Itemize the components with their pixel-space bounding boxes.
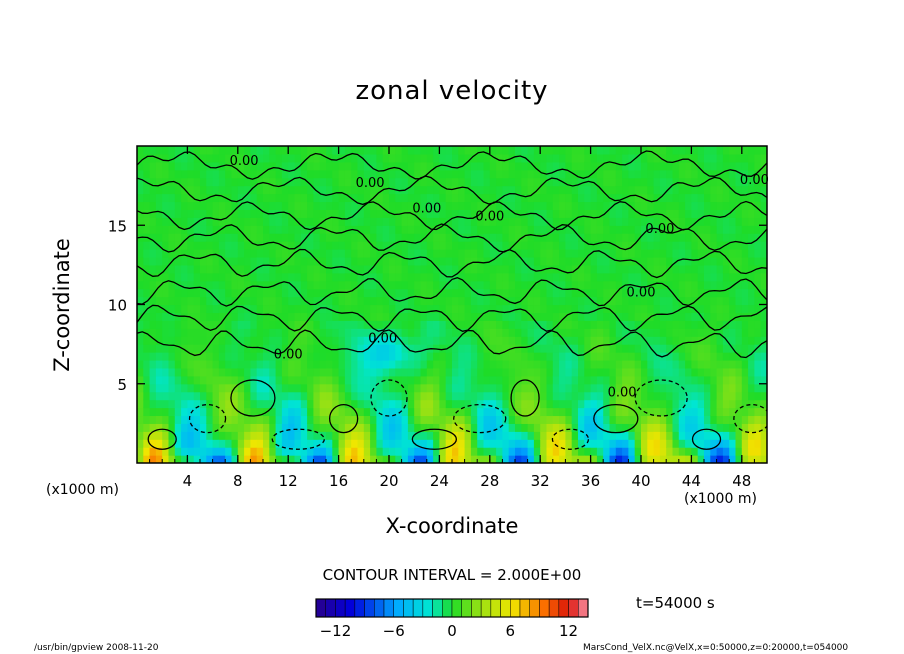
contour-label: 0.00 bbox=[475, 209, 504, 224]
colorbar-cell bbox=[412, 598, 424, 618]
contour-line bbox=[137, 150, 767, 180]
chart-title: zonal velocity bbox=[355, 76, 549, 106]
colorbar-cell bbox=[344, 598, 356, 618]
colorbar-cell bbox=[442, 598, 453, 618]
x-tick-label: 12 bbox=[279, 472, 298, 490]
contour-line bbox=[137, 304, 767, 332]
x-tick-label: 48 bbox=[732, 472, 751, 490]
contour-line bbox=[593, 403, 639, 434]
x-tick-label: 16 bbox=[329, 472, 348, 490]
colorbar-cell bbox=[548, 598, 560, 618]
contour-label: 0.00 bbox=[368, 332, 397, 347]
contour-line bbox=[137, 175, 767, 206]
contour-label: 0.00 bbox=[230, 154, 259, 169]
time-label: t=54000 s bbox=[636, 594, 715, 612]
colorbar-tick-label: 12 bbox=[559, 622, 578, 640]
colorbar-cell bbox=[364, 598, 375, 618]
colorbar: −12 −6 0 6 12 bbox=[315, 598, 589, 640]
colorbar-cell bbox=[480, 598, 492, 618]
colorbar-cell bbox=[519, 598, 530, 618]
colorbar-cell bbox=[578, 598, 589, 618]
x-tick-label: 20 bbox=[379, 472, 398, 490]
colorbar-cell bbox=[529, 598, 540, 618]
x-tick-label: 32 bbox=[531, 472, 550, 490]
contour-label: 0.00 bbox=[274, 347, 303, 362]
contour-line bbox=[188, 403, 227, 434]
contour-label: 0.00 bbox=[412, 202, 441, 217]
colorbar-cell bbox=[383, 598, 394, 618]
colorbar-cell bbox=[510, 598, 521, 618]
x-axis-label: X-coordinate bbox=[385, 514, 519, 538]
colorbar-tick-label: 6 bbox=[506, 622, 516, 640]
contour-line bbox=[230, 379, 276, 417]
colorbar-cell bbox=[354, 598, 365, 618]
contour-line bbox=[328, 403, 359, 434]
colorbar-cell bbox=[490, 598, 501, 618]
colorbar-cell bbox=[374, 598, 385, 618]
contour-line bbox=[137, 223, 767, 253]
contour-line bbox=[453, 403, 507, 434]
contour-line bbox=[147, 428, 177, 450]
x-tick-label: 36 bbox=[581, 472, 600, 490]
colorbar-cell bbox=[471, 598, 482, 618]
colorbar-cell bbox=[422, 598, 433, 618]
x-unit-label-left: (x1000 m) bbox=[46, 482, 119, 498]
colorbar-tick-label: −6 bbox=[383, 622, 405, 640]
colorbar-cell bbox=[500, 598, 511, 618]
contour-line bbox=[634, 379, 688, 417]
colorbar-cell bbox=[393, 598, 404, 618]
contour-line bbox=[691, 428, 722, 450]
contour-label: 0.00 bbox=[356, 176, 385, 191]
y-tick-label: 10 bbox=[108, 297, 127, 315]
contour-line bbox=[551, 428, 590, 450]
footer-left-text: /usr/bin/gpview 2008-11-20 bbox=[34, 643, 159, 653]
contour-label: 0.00 bbox=[608, 385, 637, 400]
x-unit-label-right: (x1000 m) bbox=[684, 491, 757, 507]
colorbar-tick-label: 0 bbox=[447, 622, 457, 640]
contour-line bbox=[137, 200, 767, 231]
colorbar-cell bbox=[558, 598, 569, 618]
colorbar-cell bbox=[539, 598, 550, 618]
colorbar-cell bbox=[461, 598, 472, 618]
contour-label: 0.00 bbox=[645, 222, 674, 237]
x-tick-label: 44 bbox=[682, 472, 701, 490]
colorbar-cell bbox=[568, 598, 579, 618]
contour-lines bbox=[137, 150, 767, 450]
colorbar-cell bbox=[325, 598, 336, 618]
colorbar-frame bbox=[315, 598, 589, 618]
colorbar-cell bbox=[432, 598, 443, 618]
x-tick-label: 28 bbox=[480, 472, 499, 490]
footer-right-text: MarsCond_VelX.nc@VelX,x=0:50000,z=0:2000… bbox=[583, 643, 849, 653]
contour-interval-label: CONTOUR INTERVAL = 2.000E+00 bbox=[322, 566, 582, 584]
contour-line bbox=[271, 428, 325, 450]
contour-labels: 0.00 0.00 0.00 0.00 0.00 0.00 0.00 0.00 0.00 0.00 bbox=[230, 154, 769, 400]
colorbar-cell bbox=[403, 598, 414, 618]
colorbar-cell bbox=[451, 598, 462, 618]
y-tick-label: 5 bbox=[117, 376, 127, 394]
colorbar-cell bbox=[335, 598, 346, 618]
colorbar-cell bbox=[315, 598, 326, 618]
contour-line bbox=[733, 403, 767, 434]
x-tick-label: 4 bbox=[183, 472, 193, 490]
colorbar-tick-label: −12 bbox=[320, 622, 352, 640]
contour-line bbox=[411, 428, 458, 450]
contour-line bbox=[137, 248, 767, 279]
contour-line bbox=[137, 329, 767, 359]
contour-line bbox=[370, 379, 408, 417]
x-tick-label: 8 bbox=[233, 472, 243, 490]
contour-label: 0.00 bbox=[627, 286, 656, 301]
contour-line bbox=[510, 379, 540, 417]
velocity-field bbox=[137, 146, 767, 463]
x-tick-label: 40 bbox=[631, 472, 650, 490]
y-tick-label: 15 bbox=[108, 217, 127, 235]
x-tick-label: 24 bbox=[430, 472, 449, 490]
contour-label: 0.00 bbox=[740, 173, 769, 188]
contour-line bbox=[137, 277, 767, 307]
